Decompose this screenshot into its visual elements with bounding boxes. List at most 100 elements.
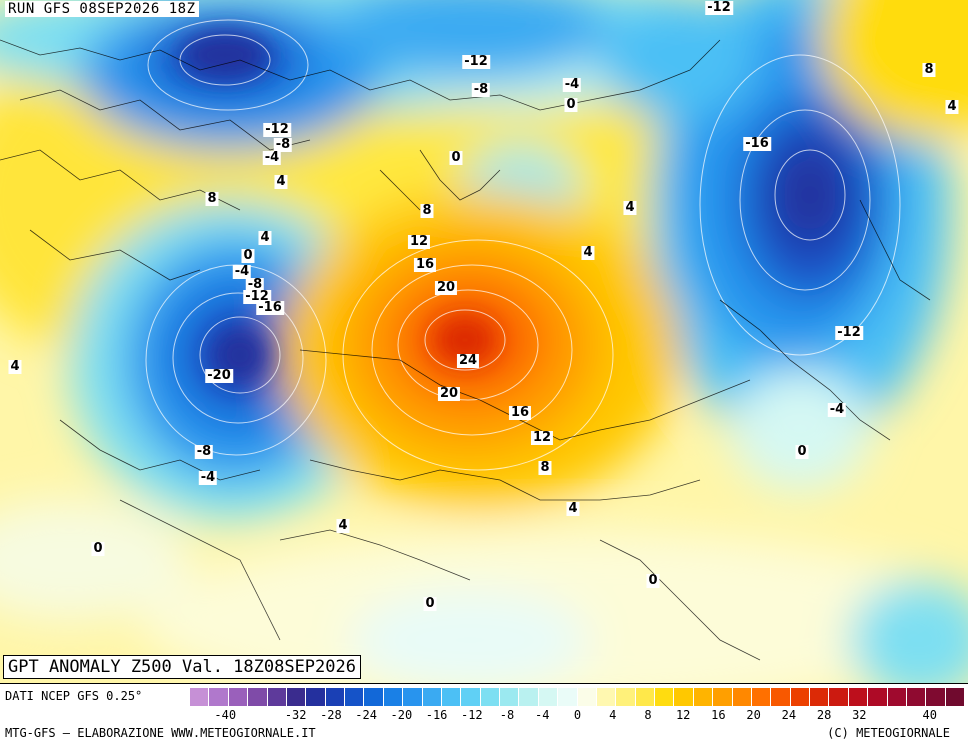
colorbar-tick-label: -20 — [390, 708, 413, 722]
contour-label: 4 — [8, 359, 22, 374]
contour-label: -20 — [205, 368, 233, 383]
colorbar-swatch — [732, 688, 752, 706]
contour-label: -16 — [743, 136, 771, 151]
contour-label: 0 — [449, 150, 463, 165]
colorbar-swatch — [790, 688, 810, 706]
colorbar-swatch — [345, 688, 365, 706]
copyright-label: (C) METEOGIORNALE — [827, 726, 950, 740]
contour-label: -4 — [232, 264, 252, 279]
colorbar-swatch — [868, 688, 888, 706]
colorbar-swatch — [945, 688, 965, 706]
colorbar-swatch — [926, 688, 946, 706]
colorbar-tick-label: 0 — [573, 708, 582, 722]
colorbar-tick-label: 32 — [852, 708, 867, 722]
colorbar-tick-label: -24 — [355, 708, 377, 722]
colorbar-swatch — [577, 688, 597, 706]
contour-label: -4 — [562, 77, 582, 92]
anomaly-map: -12 8 4 -12 -8 -4 0 -12 -8 -4 4 0 -16 8 8 4 4 12 4 0 -4 16 -8-… — [0, 0, 968, 683]
contour-label: 0 — [241, 248, 255, 263]
contour-label: 12 — [530, 430, 554, 445]
contour-label: 4 — [258, 230, 272, 245]
contour-label: 16 — [413, 257, 437, 272]
contour-label: -12 — [835, 325, 863, 340]
colorbar-swatch — [286, 688, 307, 706]
contour-label: 0 — [423, 596, 437, 611]
colorbar-swatch — [325, 688, 345, 706]
colorbar-tick-label: 4 — [609, 708, 617, 722]
contour-label: 8 — [922, 62, 936, 77]
contour-label: -16 — [256, 300, 284, 315]
colorbar-swatch — [190, 688, 210, 706]
colorbar-swatch — [674, 688, 694, 706]
contour-label: -8 — [245, 277, 265, 292]
colorbar-swatch — [519, 688, 539, 706]
colorbar-tick-label: 24 — [781, 708, 797, 722]
colorbar-swatch — [403, 688, 423, 706]
credit-label: MTG-GFS – ELABORAZIONE WWW.METEOGIORNALE… — [5, 726, 316, 740]
colorbar-tick-label: -32 — [284, 708, 307, 722]
footer: DATI NCEP GFS 0.25° -40 -32 -28 -24 -20 -16 -1… — [0, 683, 968, 746]
contour-label: 8 — [420, 203, 434, 218]
contour-label: -12 — [462, 54, 490, 69]
contour-label: 24 — [456, 353, 480, 368]
colorbar-swatch — [906, 688, 927, 706]
colorbar-swatch — [500, 688, 520, 706]
colorbar-swatch — [306, 688, 326, 706]
contour-label: -8 — [194, 444, 214, 459]
colorbar-swatch — [887, 688, 907, 706]
colorbar-swatch — [441, 688, 462, 706]
colorbar-tick-label: -12 — [460, 708, 483, 722]
colorbar-swatch — [751, 688, 772, 706]
borders — [0, 39, 931, 661]
contour-label: 4 — [566, 501, 580, 516]
colorbar-swatch — [267, 688, 287, 706]
contour-label: 0 — [795, 444, 809, 459]
colorbar-swatch — [422, 688, 442, 706]
data-source-label: DATI NCEP GFS 0.25° — [5, 689, 143, 703]
run-title: RUN GFS 08SEP2026 18Z — [5, 1, 199, 17]
contour-label: -4 — [827, 402, 847, 417]
contour-label: 16 — [508, 405, 532, 420]
colorbar-swatch — [480, 688, 500, 706]
contour-label: 20 — [434, 280, 458, 295]
colorbar-swatch — [383, 688, 404, 706]
map-canvas — [0, 0, 968, 683]
colorbar-swatch — [461, 688, 481, 706]
colorbar-swatch — [635, 688, 655, 706]
contour-label: 4 — [945, 99, 959, 114]
colorbar-swatch — [364, 688, 384, 706]
contour-label: 8 — [538, 460, 552, 475]
contour-label: -12 — [705, 0, 733, 15]
colorbar-tick-label: -16 — [425, 708, 448, 722]
colorbar-tick-label: 20 — [746, 708, 761, 722]
colorbar-tick-label: 12 — [675, 708, 691, 722]
colorbar-ticks: -40 -32 -28 -24 -20 -16 -12 -8 -4 0 4 8 12 16 20 24 28 32… — [190, 708, 965, 724]
colorbar-swatch — [228, 688, 249, 706]
contour-label: 12 — [407, 234, 431, 249]
colorbar-tick-label: 28 — [816, 708, 832, 722]
contour-label: -4 — [198, 470, 218, 485]
colorbar-tick-label: -40 — [214, 708, 237, 722]
colorbar-swatch — [558, 688, 578, 706]
contour-label: 4 — [623, 200, 637, 215]
contour-label: 4 — [274, 174, 288, 189]
colorbar-swatch — [209, 688, 229, 706]
colorbar-swatch — [655, 688, 675, 706]
colorbar-swatch — [829, 688, 849, 706]
anomaly-field — [0, 0, 968, 683]
contour-label: 20 — [437, 386, 461, 401]
contour-label: -8 — [471, 82, 491, 97]
contour-label: 4 — [581, 245, 595, 260]
contour-label: 4 — [336, 518, 350, 533]
colorbar-tick-label: -4 — [535, 708, 550, 722]
contour-label: 0 — [91, 541, 105, 556]
colorbar-tick-label: 16 — [711, 708, 726, 722]
colorbar-swatch — [538, 688, 559, 706]
colorbar-swatch — [596, 688, 617, 706]
colorbar — [190, 688, 965, 706]
contour-label: -4 — [262, 150, 282, 165]
colorbar-swatch — [848, 688, 869, 706]
contour-label: -12 — [263, 122, 291, 137]
product-title: GPT ANOMALY Z500 Val. 18Z08SEP2026 — [3, 655, 361, 679]
contour-label: 0 — [564, 97, 578, 112]
